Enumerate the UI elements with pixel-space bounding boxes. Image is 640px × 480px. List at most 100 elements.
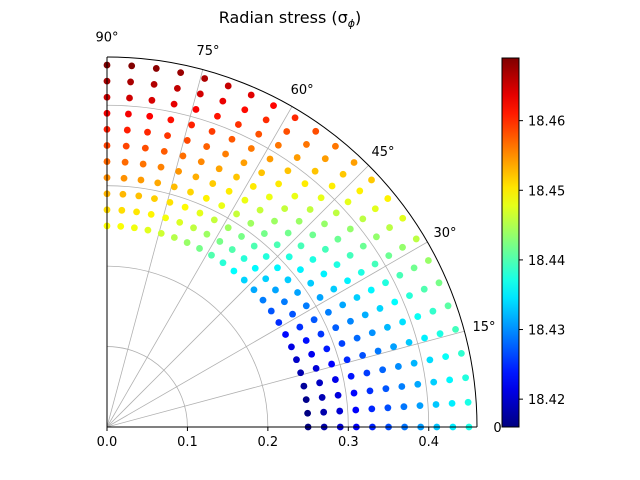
data-point — [240, 276, 248, 284]
data-point — [179, 152, 187, 160]
data-point — [366, 387, 374, 395]
data-point — [173, 84, 181, 92]
data-point — [281, 298, 288, 306]
data-point — [139, 160, 147, 168]
data-point — [192, 106, 200, 113]
data-point — [350, 389, 358, 397]
data-point — [123, 126, 131, 134]
data-point — [412, 235, 420, 243]
theta-tick-label: 90° — [95, 31, 118, 46]
data-point — [426, 356, 434, 364]
data-point — [216, 238, 224, 245]
data-point — [334, 235, 342, 243]
data-point — [359, 215, 367, 223]
data-point — [357, 268, 365, 276]
data-point — [281, 205, 289, 213]
data-point — [192, 173, 200, 181]
data-point — [126, 94, 133, 102]
data-point — [310, 316, 318, 324]
data-point — [272, 286, 279, 294]
data-point — [384, 195, 392, 202]
colorbar-tick-label: 18.42 — [528, 393, 565, 408]
data-point — [266, 155, 274, 163]
data-point — [122, 142, 130, 150]
data-point — [293, 154, 301, 161]
data-point — [196, 90, 204, 98]
data-point — [240, 159, 248, 167]
data-point — [452, 325, 459, 333]
data-point — [249, 183, 257, 190]
data-point — [225, 187, 233, 195]
data-point — [291, 192, 299, 200]
data-point — [317, 330, 325, 338]
data-point — [346, 225, 354, 233]
data-point — [275, 180, 283, 188]
theta-gridline — [106, 241, 428, 428]
data-point — [399, 214, 407, 222]
data-point — [398, 383, 406, 390]
data-point — [332, 142, 339, 150]
data-point — [414, 380, 422, 388]
data-point — [334, 391, 342, 399]
data-point — [309, 256, 317, 263]
data-point — [275, 319, 283, 326]
data-point — [347, 372, 355, 380]
data-point — [228, 135, 236, 143]
data-point — [238, 233, 245, 240]
data-point — [320, 270, 328, 278]
data-point — [350, 159, 358, 166]
data-point — [247, 145, 255, 152]
colorbar: 18.42 18.43 18.44 18.45 18.46 — [501, 57, 565, 428]
data-point — [260, 230, 268, 237]
data-point — [117, 222, 125, 230]
data-point — [424, 257, 432, 264]
data-point — [118, 206, 126, 214]
data-point — [183, 239, 191, 246]
data-point — [251, 264, 259, 272]
polar-grid — [106, 69, 465, 428]
data-point — [250, 286, 258, 294]
theta-gridline — [106, 69, 204, 428]
data-point — [233, 173, 240, 181]
data-point — [304, 409, 312, 417]
data-point — [152, 65, 160, 72]
data-point — [321, 245, 329, 253]
data-point — [230, 267, 238, 275]
data-point — [317, 194, 325, 202]
data-point — [284, 276, 292, 284]
data-point — [154, 179, 162, 187]
colorbar-tick-label: 18.46 — [528, 115, 565, 130]
data-point — [224, 82, 232, 90]
r-tick-label: 0.1 — [177, 435, 198, 450]
data-point — [175, 168, 183, 175]
data-point — [135, 192, 143, 200]
data-point — [390, 343, 397, 351]
data-point — [151, 195, 158, 203]
data-point — [234, 121, 242, 128]
colorbar-tick-label: 18.44 — [528, 254, 565, 269]
data-point — [267, 307, 275, 315]
data-point — [164, 132, 171, 140]
data-point — [127, 78, 135, 86]
scatter-points — [103, 61, 473, 431]
data-point — [306, 206, 314, 213]
data-point — [462, 374, 469, 382]
data-point — [321, 155, 329, 163]
data-point — [166, 198, 174, 206]
data-point — [352, 406, 360, 414]
r-tick-label: 0.0 — [97, 435, 118, 450]
data-point — [295, 217, 303, 225]
data-point — [183, 137, 191, 144]
data-point — [284, 229, 292, 237]
theta-tick-label: 15° — [473, 320, 496, 335]
data-point — [262, 253, 270, 260]
data-point — [157, 229, 165, 237]
data-point — [385, 252, 393, 260]
data-point — [208, 128, 216, 135]
data-point — [300, 382, 308, 390]
data-point — [214, 112, 221, 120]
data-point — [444, 302, 452, 310]
polar-frame — [106, 56, 478, 428]
data-point — [293, 356, 300, 364]
data-point — [391, 298, 399, 306]
